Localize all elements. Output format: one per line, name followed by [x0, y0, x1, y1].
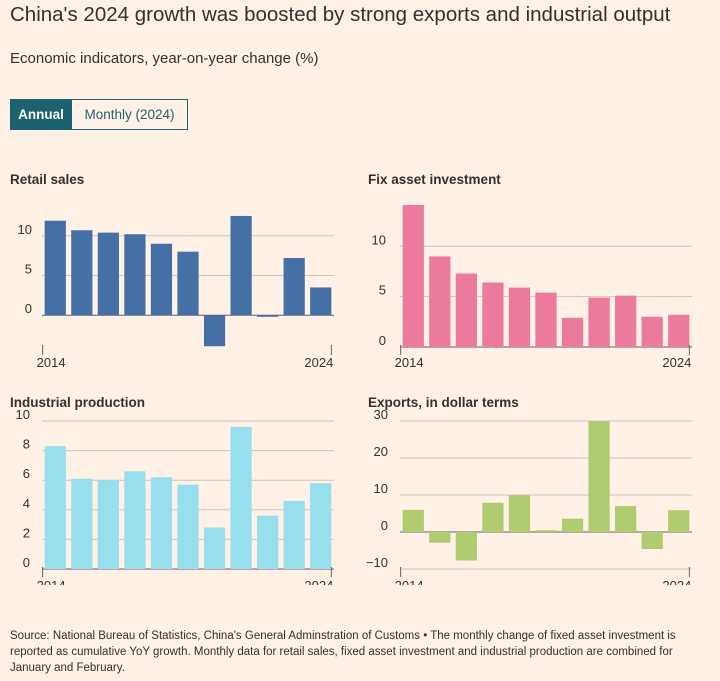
bar-2020[interactable]: [203, 315, 226, 347]
bar-2015[interactable]: [71, 230, 93, 316]
bar-2016[interactable]: [97, 480, 119, 569]
bar-2023[interactable]: [641, 532, 663, 550]
period-toggle: Annual Monthly (2024): [10, 99, 188, 130]
bar-2021[interactable]: [230, 426, 252, 569]
bar-2022[interactable]: [257, 315, 279, 317]
x-tick-label: 2014: [395, 578, 424, 585]
bar-2020[interactable]: [561, 518, 584, 532]
x-tick-label: 2014: [395, 355, 424, 370]
y-tick-label: 30: [374, 410, 388, 422]
retail-sales-chart: 0 5 10 2014 2024: [18, 215, 334, 370]
bar-2024[interactable]: [310, 483, 332, 569]
bar-2017[interactable]: [482, 502, 504, 532]
x-tick-label: 2024: [662, 355, 691, 370]
toggle-annual-button[interactable]: Annual: [10, 99, 72, 130]
x-tick-label: 2014: [37, 355, 66, 370]
bar-2014[interactable]: [402, 509, 424, 532]
bar-2014[interactable]: [402, 205, 424, 347]
bar-2021[interactable]: [588, 421, 610, 532]
source-note: Source: National Bureau of Statistics, C…: [10, 630, 676, 674]
bar-2024[interactable]: [668, 510, 690, 532]
y-tick-label: 0: [381, 518, 388, 533]
bar-2016[interactable]: [455, 532, 477, 561]
industrial-panel-title: Industrial production: [10, 395, 145, 410]
y-tick-label: 10: [16, 410, 30, 422]
exports-panel-title: Exports, in dollar terms: [368, 395, 519, 410]
y-tick-label: 6: [23, 466, 30, 481]
bar-2016[interactable]: [455, 273, 477, 347]
y-tick-label: 10: [18, 222, 32, 237]
y-tick-label: 4: [23, 496, 30, 511]
bar-2022[interactable]: [615, 295, 637, 347]
bar-2018[interactable]: [150, 243, 173, 316]
bar-2023[interactable]: [641, 316, 663, 347]
bar-2018[interactable]: [150, 477, 173, 569]
bar-2014[interactable]: [44, 220, 66, 316]
retail-panel-title: Retail sales: [10, 172, 85, 187]
y-tick-label: 5: [379, 283, 386, 298]
bar-2015[interactable]: [429, 532, 451, 543]
bar-2022[interactable]: [615, 506, 637, 532]
y-tick-label: 5: [25, 262, 32, 277]
x-tick-label: 2024: [304, 578, 333, 585]
y-tick-label: 0: [23, 555, 30, 570]
y-tick-label: 10: [372, 232, 386, 247]
bar-2020[interactable]: [561, 317, 584, 347]
bar-2018[interactable]: [508, 495, 531, 532]
bar-2019[interactable]: [177, 484, 199, 569]
exports-chart: −10 0 10 20 30 2014 2024: [366, 410, 692, 585]
bar-2017[interactable]: [482, 282, 504, 347]
bar-2023[interactable]: [283, 500, 305, 569]
chart-title: China's 2024 growth was boosted by stron…: [10, 3, 671, 26]
toggle-monthly-button[interactable]: Monthly (2024): [72, 99, 188, 130]
bar-2017[interactable]: [124, 471, 146, 569]
bar-2015[interactable]: [71, 478, 93, 569]
bar-2021[interactable]: [588, 297, 610, 347]
bar-2018[interactable]: [508, 287, 531, 347]
y-tick-label: 10: [374, 481, 388, 496]
y-tick-label: −10: [366, 555, 388, 570]
y-tick-label: 2: [23, 525, 30, 540]
industrial-production-chart: 0 2 4 6 8 10 2014 2024: [16, 410, 334, 585]
bar-2015[interactable]: [429, 256, 451, 347]
bar-2020[interactable]: [203, 527, 226, 569]
fixed-panel-title: Fix asset investment: [368, 172, 501, 187]
x-tick-label: 2024: [304, 355, 333, 370]
bar-2021[interactable]: [230, 215, 252, 316]
bar-2016[interactable]: [97, 232, 119, 316]
chart-subtitle: Economic indicators, year-on-year change…: [10, 50, 319, 67]
bar-2022[interactable]: [257, 515, 279, 569]
bar-2024[interactable]: [668, 314, 690, 347]
bar-2014[interactable]: [44, 446, 66, 569]
x-tick-label: 2014: [37, 578, 66, 585]
bar-2024[interactable]: [310, 287, 332, 316]
y-tick-label: 0: [25, 301, 32, 316]
x-tick-label: 2024: [662, 578, 691, 585]
y-tick-label: 20: [374, 444, 388, 459]
bar-2017[interactable]: [124, 234, 146, 316]
bar-2019[interactable]: [535, 292, 557, 347]
y-tick-label: 8: [23, 437, 30, 452]
fixed-asset-investment-chart: 0 5 10 2014 2024: [372, 205, 692, 370]
bar-2023[interactable]: [283, 258, 305, 316]
y-tick-label: 0: [379, 333, 386, 348]
bar-2019[interactable]: [177, 251, 199, 316]
bar-2019[interactable]: [535, 530, 557, 532]
